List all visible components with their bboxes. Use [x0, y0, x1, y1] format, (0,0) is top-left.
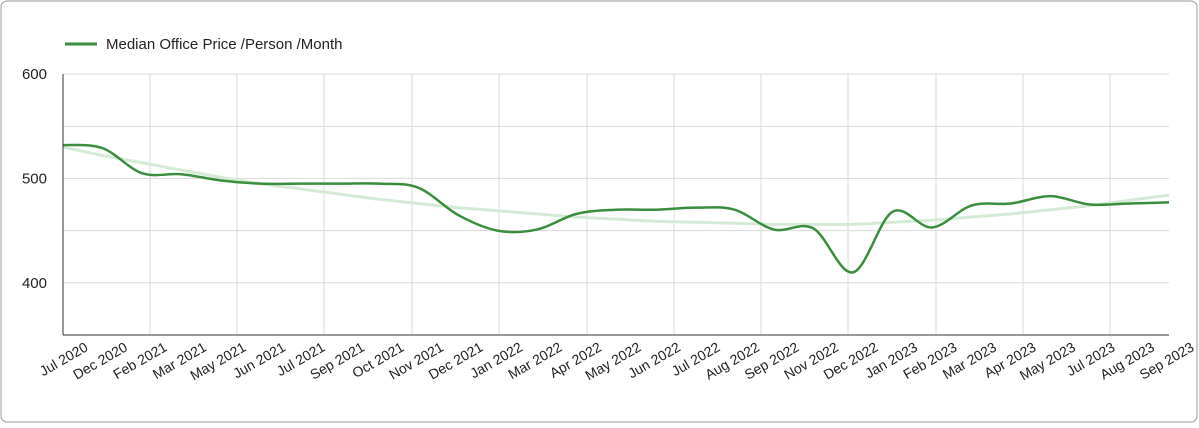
grid [63, 73, 1169, 284]
marks [62, 143, 1170, 274]
y-tick-label: 500 [22, 170, 47, 187]
y-tick-label: 600 [22, 66, 47, 83]
series-line [62, 143, 1170, 274]
legend-label: Median Office Price /Person /Month [106, 36, 343, 53]
y-tick-label: 400 [22, 275, 47, 292]
vertical-grid [149, 74, 1111, 335]
